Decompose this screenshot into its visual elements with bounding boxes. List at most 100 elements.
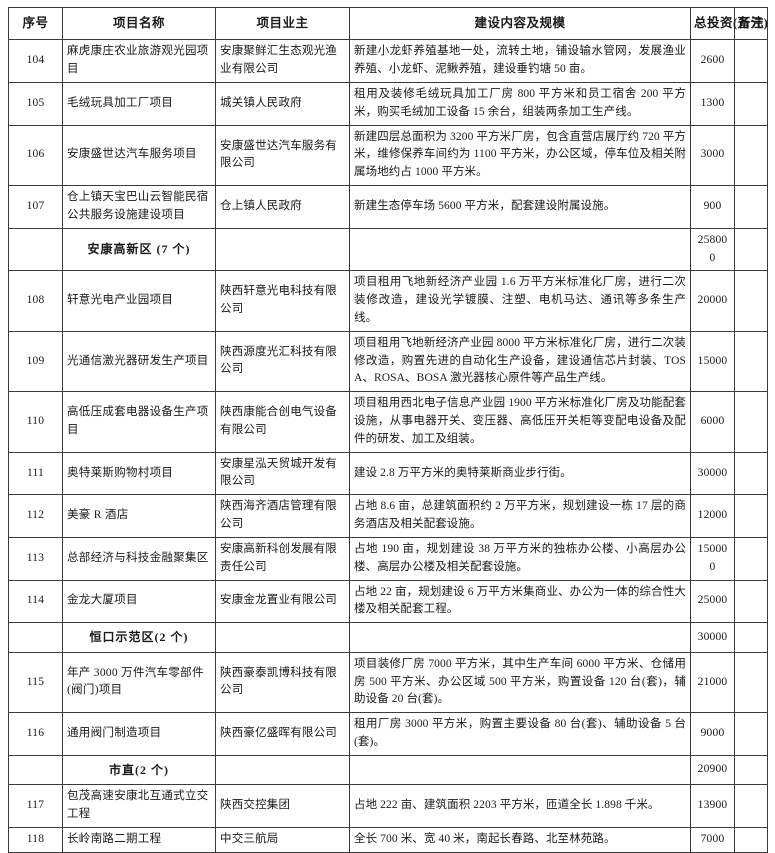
cell-total-investment: 20000 [690, 270, 735, 332]
cell-note [734, 270, 768, 332]
cell-note [734, 579, 768, 624]
cell-note [734, 536, 768, 581]
table-row: 115 年产 3000 万件汽车零部件(阀门)项目 陕西豪泰凯博科技有限公司 项目装修… [8, 651, 768, 714]
cell-project-owner: 陕西海齐酒店管理有限公司 [215, 494, 350, 538]
cell-project-desc: 占地 8.6 亩，总建筑面积约 2 万平方米，规划建设一栋 17 层的商务酒店及… [349, 494, 691, 538]
cell-project-desc: 占地 22 亩，规划建设 6 万平方米集商业、办公为一体的综合性大楼及相关配套工… [349, 579, 691, 624]
cell-project-name: 毛绒玩具加工厂项目 [62, 82, 216, 126]
cell-total-investment: 7000 [690, 827, 735, 853]
cell-project-name: 金龙大厦项目 [62, 579, 216, 624]
cell-project-desc: 占地 222 亩、建筑面积 2203 平方米，匝道全长 1.898 千米。 [349, 784, 691, 828]
cell-total-investment: 1300 [690, 82, 735, 126]
group-row-owner [215, 622, 350, 653]
cell-project-name: 高低压成套电器设备生产项目 [62, 391, 216, 453]
cell-project-name: 安康盛世达汽车服务项目 [62, 124, 216, 187]
cell-project-owner: 陕西豪泰凯博科技有限公司 [215, 651, 350, 714]
table-row: 110 高低压成套电器设备生产项目 陕西康能合创电气设备有限公司 项目租用西北电子信息… [8, 391, 768, 453]
cell-project-desc: 项目租用西北电子信息产业园 1900 平方米标准化厂房及功能配套设施，从事电器开… [349, 391, 691, 453]
cell-project-desc: 建设 2.8 万平方米的奥特莱斯商业步行街。 [349, 451, 691, 496]
cell-total-investment: 13900 [690, 784, 735, 828]
cell-total-investment: 12000 [690, 494, 735, 538]
cell-seq: 108 [8, 270, 63, 332]
group-row-amount: 258000 [690, 227, 735, 272]
table-row: 107 仓上镇天宝巴山云智能民宿公共服务设施建设项目 仓上镇人民政府 新建生态停车场 … [8, 185, 768, 229]
cell-project-owner: 安康金龙置业有限公司 [215, 579, 350, 624]
cell-seq: 104 [8, 39, 63, 83]
group-row-owner [215, 754, 350, 786]
table-row: 109 光通信激光器研发生产项目 陕西源度光汇科技有限公司 项目租用飞地新经济产业园 … [8, 330, 768, 393]
group-row-amount: 20900 [690, 754, 735, 786]
cell-note [734, 391, 768, 453]
cell-project-desc: 项目租用飞地新经济产业园 1.6 万平方米标准化厂房，进行二次装修改造，建设光学… [349, 270, 691, 332]
cell-project-name: 长岭南路二期工程 [62, 827, 216, 853]
group-row-note [734, 754, 768, 786]
column-header-amount: 总投资(万元) [690, 6, 768, 41]
cell-project-owner: 中交三航局 [215, 827, 350, 853]
cell-project-name: 光通信激光器研发生产项目 [62, 330, 216, 393]
cell-total-investment: 150000 [690, 536, 735, 581]
cell-note [734, 39, 768, 83]
cell-seq: 115 [8, 651, 63, 714]
table-group-row: 恒口示范区(2 个) 30000 [8, 622, 768, 653]
cell-seq: 116 [8, 712, 63, 756]
cell-project-name: 年产 3000 万件汽车零部件(阀门)项目 [62, 651, 216, 714]
cell-project-name: 通用阀门制造项目 [62, 712, 216, 756]
table-row: 106 安康盛世达汽车服务项目 安康盛世达汽车服务有限公司 新建四层总面积为 3200… [8, 124, 768, 187]
table-row: 118 长岭南路二期工程 中交三航局 全长 700 米、宽 40 米，南起长春路、北至… [8, 827, 768, 853]
group-row-note [734, 227, 768, 272]
group-row-label: 市直(2 个) [62, 754, 216, 786]
cell-project-desc: 租用及装修毛绒玩具加工厂房 800 平方米和员工宿舍 200 平方米，购买毛绒加… [349, 82, 691, 126]
cell-seq: 111 [8, 451, 63, 496]
table-row: 113 总部经济与科技金融聚集区 安康高新科创发展有限责任公司 占地 190 亩，规划… [8, 536, 768, 581]
group-row-label: 恒口示范区(2 个) [62, 622, 216, 653]
cell-project-desc: 新建小龙虾养殖基地一处，流转土地，铺设输水管网，发展渔业养殖、小龙虾、泥鳅养殖，… [349, 39, 691, 83]
cell-project-desc: 项目租用飞地新经济产业园 8000 平方米标准化厂房，进行二次装修改造，购置先进… [349, 330, 691, 393]
table-row: 111 奥特莱斯购物村项目 安康星泓天贸城开发有限公司 建设 2.8 万平方米的奥特莱… [8, 451, 768, 496]
cell-note [734, 712, 768, 756]
cell-total-investment: 2600 [690, 39, 735, 83]
cell-total-investment: 21000 [690, 651, 735, 714]
group-row-note [734, 622, 768, 653]
project-list-table: 序号 项目名称 项目业主 建设内容及规模 总投资(万元) 备注 104 麻虎康庄农… [8, 6, 768, 853]
table-row: 116 通用阀门制造项目 陕西豪亿盛晖有限公司 租用厂房 3000 平方米，购置主要设… [8, 712, 768, 756]
cell-note [734, 784, 768, 828]
cell-seq: 117 [8, 784, 63, 828]
table-row: 114 金龙大厦项目 安康金龙置业有限公司 占地 22 亩，规划建设 6 万平方米集商… [8, 579, 768, 624]
table-row: 108 轩意光电产业园项目 陕西轩意光电科技有限公司 项目租用飞地新经济产业园 1.6… [8, 270, 768, 332]
table-header: 序号 项目名称 项目业主 建设内容及规模 总投资(万元) 备注 [8, 6, 768, 41]
cell-project-name: 总部经济与科技金融聚集区 [62, 536, 216, 581]
cell-project-desc: 新建生态停车场 5600 平方米，配套建设附属设施。 [349, 185, 691, 229]
group-row-seq [8, 227, 63, 272]
cell-seq: 110 [8, 391, 63, 453]
cell-project-owner: 仓上镇人民政府 [215, 185, 350, 229]
cell-project-owner: 安康高新科创发展有限责任公司 [215, 536, 350, 581]
table-row: 117 包茂高速安康北互通式立交工程 陕西交控集团 占地 222 亩、建筑面积 220… [8, 784, 768, 828]
column-header-desc: 建设内容及规模 [349, 6, 691, 41]
cell-seq: 118 [8, 827, 63, 853]
cell-project-owner: 陕西康能合创电气设备有限公司 [215, 391, 350, 453]
cell-total-investment: 15000 [690, 330, 735, 393]
cell-note [734, 82, 768, 126]
cell-project-owner: 城关镇人民政府 [215, 82, 350, 126]
cell-seq: 105 [8, 82, 63, 126]
cell-project-name: 麻虎康庄农业旅游观光园项目 [62, 39, 216, 83]
cell-seq: 109 [8, 330, 63, 393]
table-row: 104 麻虎康庄农业旅游观光园项目 安康聚鲜汇生态观光渔业有限公司 新建小龙虾养殖基地… [8, 39, 768, 83]
table-row: 112 美豪 R 酒店 陕西海齐酒店管理有限公司 占地 8.6 亩，总建筑面积约 2 … [8, 494, 768, 538]
group-row-desc [349, 227, 691, 272]
cell-seq: 114 [8, 579, 63, 624]
cell-seq: 112 [8, 494, 63, 538]
cell-note [734, 124, 768, 187]
cell-note [734, 494, 768, 538]
table-header-row: 序号 项目名称 项目业主 建设内容及规模 总投资(万元) 备注 [8, 6, 768, 41]
cell-note [734, 330, 768, 393]
cell-project-name: 仓上镇天宝巴山云智能民宿公共服务设施建设项目 [62, 185, 216, 229]
cell-total-investment: 30000 [690, 451, 735, 496]
cell-project-name: 美豪 R 酒店 [62, 494, 216, 538]
cell-total-investment: 3000 [690, 124, 735, 187]
cell-total-investment: 6000 [690, 391, 735, 453]
cell-project-desc: 项目装修厂房 7000 平方米，其中生产车间 6000 平方米、仓储用房 500… [349, 651, 691, 714]
column-header-note: 备注 [734, 6, 768, 41]
group-row-owner [215, 227, 350, 272]
column-header-name: 项目名称 [62, 6, 216, 41]
